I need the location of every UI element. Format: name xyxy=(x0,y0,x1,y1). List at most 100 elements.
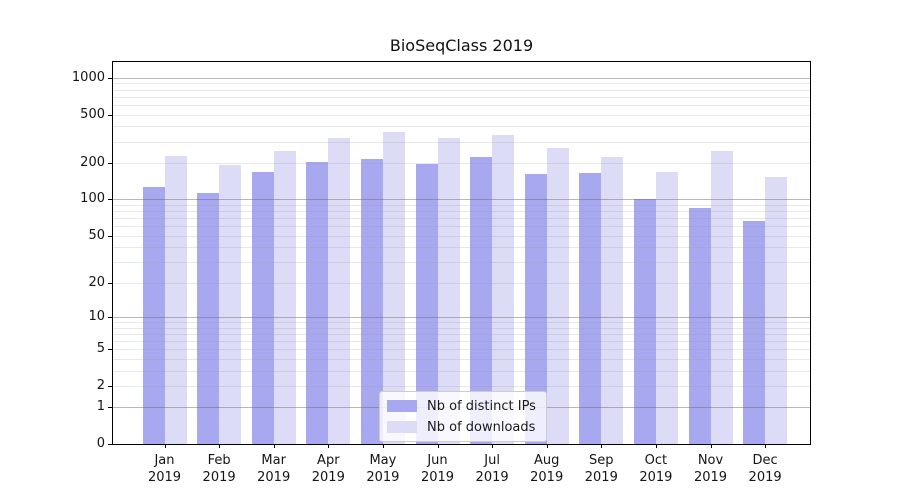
x-tick-mark-jun xyxy=(437,444,439,448)
x-tick-month-may: May xyxy=(369,453,397,468)
y-tick-label-200: 200 xyxy=(80,154,105,170)
x-tick-year-jun: 2019 xyxy=(420,470,455,485)
x-tick-mark-jan xyxy=(164,444,166,448)
legend-label-downloads: Nb of downloads xyxy=(427,419,536,435)
x-tick-year-sep: 2019 xyxy=(584,470,618,485)
legend-item-downloads: Nb of downloads xyxy=(387,418,536,436)
x-tick-label-mar: Mar 2019 xyxy=(242,452,306,486)
bar-downloads-nov xyxy=(710,150,733,444)
y-tick-mark-5 xyxy=(108,349,112,351)
x-tick-label-nov: Nov 2019 xyxy=(679,452,743,486)
bar-downloads-oct xyxy=(655,171,678,444)
x-tick-label-jul: Jul 2019 xyxy=(460,452,524,486)
x-tick-month-aug: Aug xyxy=(533,453,560,468)
minor-gridline-9 xyxy=(113,322,810,323)
bar-ips-mar xyxy=(251,172,274,444)
x-tick-year-may: 2019 xyxy=(366,470,400,485)
chart-title: BioSeqClass 2019 xyxy=(389,36,534,55)
bar-ips-aug xyxy=(524,173,547,444)
x-tick-year-oct: 2019 xyxy=(639,470,673,485)
y-tick-mark-50 xyxy=(108,235,112,237)
x-tick-label-sep: Sep 2019 xyxy=(569,452,633,486)
bars-layer xyxy=(113,62,810,444)
x-tick-year-nov: 2019 xyxy=(693,470,728,485)
minor-gridline-70 xyxy=(113,218,810,219)
y-tick-mark-1 xyxy=(108,407,112,409)
x-tick-label-apr: Apr 2019 xyxy=(296,452,360,486)
minor-gridline-4 xyxy=(113,359,810,360)
minor-gridline-800 xyxy=(113,90,810,91)
major-gridline-10 xyxy=(113,317,810,318)
y-tick-label-1000: 1000 xyxy=(71,69,105,85)
x-tick-mark-jul xyxy=(492,444,494,448)
y-tick-label-1: 1 xyxy=(96,399,105,415)
minor-gridline-200 xyxy=(113,163,810,164)
x-tick-month-mar: Mar xyxy=(261,453,286,468)
y-tick-label-5: 5 xyxy=(96,341,105,357)
minor-gridline-3 xyxy=(113,371,810,372)
y-tick-mark-100 xyxy=(108,199,112,201)
bar-downloads-may xyxy=(382,131,405,444)
x-tick-month-feb: Feb xyxy=(207,453,231,468)
minor-gridline-500 xyxy=(113,115,810,116)
x-tick-mark-sep xyxy=(601,444,603,448)
x-tick-month-sep: Sep xyxy=(589,453,614,468)
minor-gridline-50 xyxy=(113,236,810,237)
x-tick-label-oct: Oct 2019 xyxy=(624,452,688,486)
y-tick-mark-10 xyxy=(108,316,112,318)
y-tick-label-0: 0 xyxy=(96,436,105,451)
x-tick-month-nov: Nov xyxy=(697,453,724,468)
y-tick-mark-500 xyxy=(108,114,112,116)
minor-gridline-40 xyxy=(113,247,810,248)
y-tick-label-50: 50 xyxy=(88,227,105,243)
legend-swatch-downloads xyxy=(387,421,417,433)
minor-gridline-7 xyxy=(113,334,810,335)
minor-gridline-80 xyxy=(113,211,810,212)
bar-ips-dec xyxy=(743,221,766,444)
x-tick-month-oct: Oct xyxy=(644,453,668,468)
minor-gridline-6 xyxy=(113,341,810,342)
x-tick-mark-oct xyxy=(655,444,657,448)
x-tick-mark-mar xyxy=(273,444,275,448)
y-tick-label-20: 20 xyxy=(88,274,105,290)
bar-downloads-sep xyxy=(601,157,624,444)
bar-downloads-jun xyxy=(437,138,460,444)
minor-gridline-5 xyxy=(113,349,810,350)
bar-ips-oct xyxy=(633,198,656,444)
minor-gridline-30 xyxy=(113,262,810,263)
y-tick-label-500: 500 xyxy=(80,106,105,122)
y-tick-mark-0 xyxy=(108,444,112,445)
bar-ips-jul xyxy=(470,156,493,444)
bar-ips-nov xyxy=(688,207,711,444)
x-tick-mark-apr xyxy=(328,444,330,448)
bar-ips-jun xyxy=(415,163,438,444)
bar-downloads-jan xyxy=(164,156,187,444)
x-tick-month-apr: Apr xyxy=(317,453,340,468)
x-tick-mark-dec xyxy=(765,444,767,448)
minor-gridline-90 xyxy=(113,205,810,206)
major-gridline-1000 xyxy=(113,78,810,79)
x-tick-year-mar: 2019 xyxy=(257,470,291,485)
x-tick-year-dec: 2019 xyxy=(748,470,782,485)
y-tick-mark-1000 xyxy=(108,77,112,79)
x-tick-mark-nov xyxy=(710,444,712,448)
x-tick-month-jul: Jul xyxy=(484,453,500,468)
x-tick-label-jan: Jan 2019 xyxy=(133,452,197,486)
y-tick-label-100: 100 xyxy=(80,191,105,207)
plot-area xyxy=(112,61,811,445)
minor-gridline-400 xyxy=(113,126,810,127)
x-tick-label-feb: Feb 2019 xyxy=(187,452,251,486)
bar-ips-jan xyxy=(142,187,165,444)
x-tick-label-jun: Jun 2019 xyxy=(406,452,470,486)
x-tick-mark-aug xyxy=(546,444,548,448)
x-tick-mark-feb xyxy=(219,444,221,448)
x-tick-label-dec: Dec 2019 xyxy=(733,452,797,486)
minor-gridline-600 xyxy=(113,105,810,106)
x-tick-year-jan: 2019 xyxy=(147,470,182,485)
bar-downloads-aug xyxy=(546,148,569,444)
x-tick-year-feb: 2019 xyxy=(202,470,236,485)
x-tick-label-aug: Aug 2019 xyxy=(515,452,579,486)
bar-downloads-mar xyxy=(273,151,296,444)
x-tick-month-jun: Jun xyxy=(427,453,448,468)
bar-downloads-apr xyxy=(328,138,351,444)
